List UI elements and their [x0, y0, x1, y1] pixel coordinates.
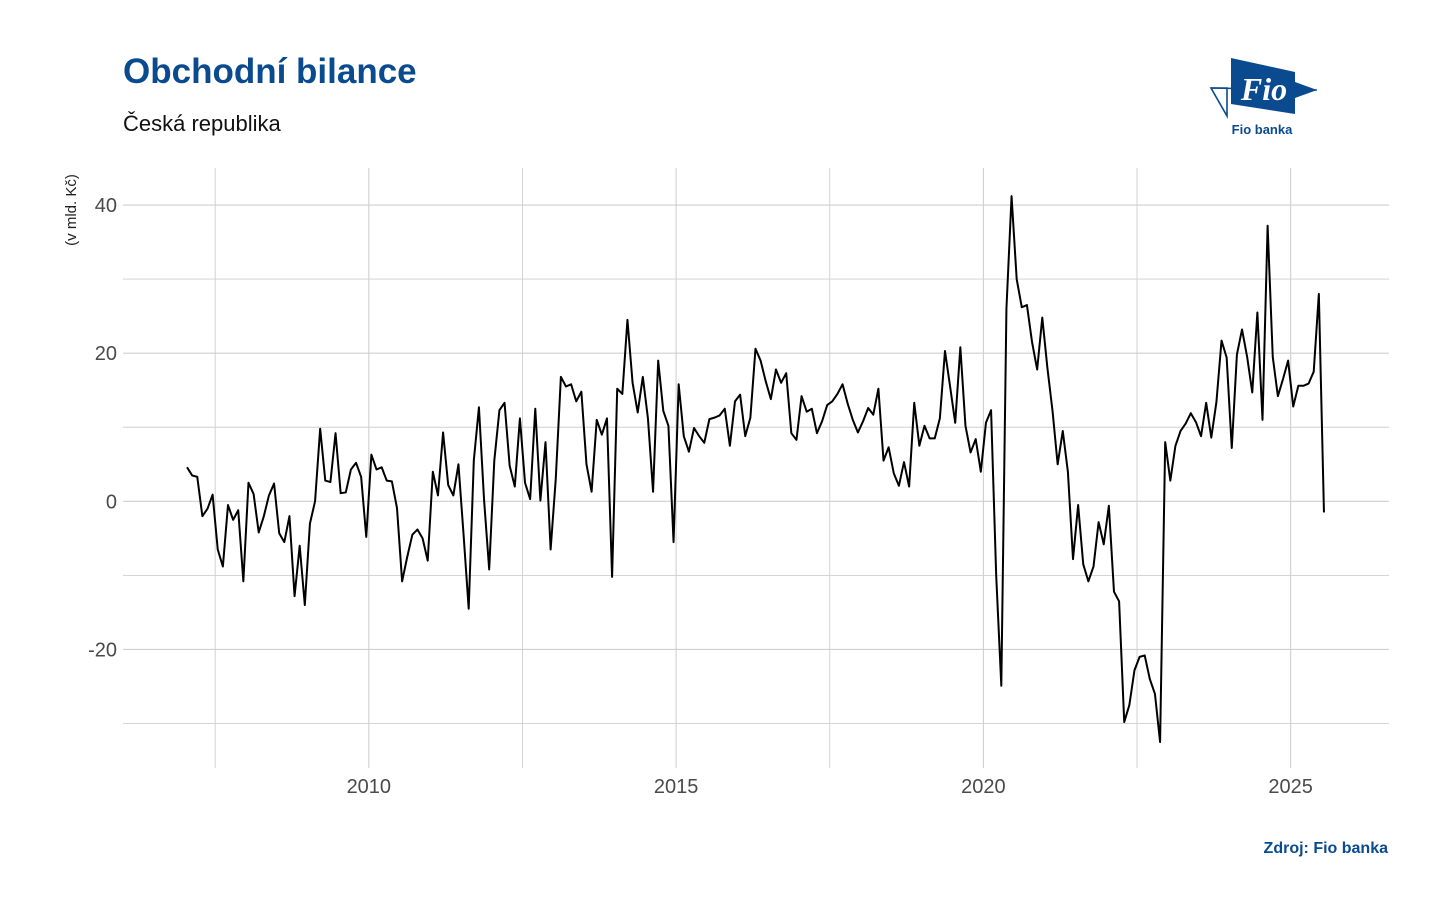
chart-title: Obchodní bilance	[123, 52, 417, 91]
x-tick-label: 2015	[654, 776, 699, 798]
chart-subtitle: Česká republika	[123, 111, 281, 136]
logo-caption: Fio banka	[1232, 122, 1293, 137]
source-note: Zdroj: Fio banka	[1263, 840, 1388, 857]
fio-logo-graphic: Fio Fio banka	[1209, 58, 1318, 137]
logo-mark-text: Fio	[1240, 71, 1287, 107]
x-tick-label: 2025	[1268, 776, 1313, 798]
y-axis-label: (v mld. Kč)	[63, 174, 80, 246]
x-tick-labels: 2010 2015 2020 2025	[347, 776, 1313, 798]
x-tick-label: 2020	[961, 776, 1006, 798]
y-tick-label: -20	[88, 639, 117, 661]
y-tick-labels: -20 0 20 40	[88, 195, 117, 661]
grid-lines	[123, 168, 1389, 768]
series-line-trade-balance	[186, 195, 1325, 744]
y-tick-label: 20	[95, 343, 117, 365]
fio-logo-icon: Fio Fio banka	[1209, 58, 1319, 140]
y-tick-label: 0	[106, 491, 117, 513]
x-tick-label: 2010	[347, 776, 392, 798]
y-tick-label: 40	[95, 195, 117, 217]
